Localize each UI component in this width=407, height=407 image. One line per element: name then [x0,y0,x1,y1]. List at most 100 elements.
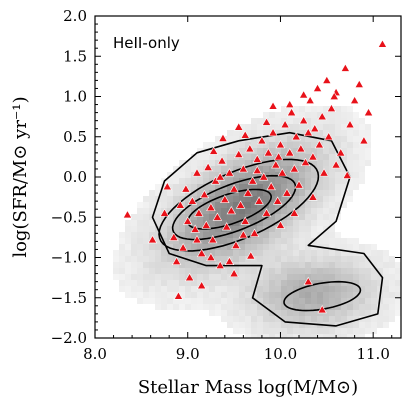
density-cell [287,238,293,244]
density-cell [125,244,131,250]
density-cell [245,130,251,136]
density-cell [233,136,239,142]
density-cell [119,262,125,268]
heii-point [314,139,325,149]
density-cell [341,148,347,154]
heii-point [305,95,315,104]
density-cell [143,238,149,244]
density-cell [245,328,251,334]
density-cell [125,268,131,274]
density-cell [347,148,353,154]
density-cell [323,118,329,124]
density-cell [347,154,353,160]
density-cell [311,226,317,232]
heii-point [312,83,323,92]
density-cell [269,280,275,286]
density-cell [173,274,179,280]
density-cell [323,238,329,244]
density-cell [311,292,317,298]
density-cell [155,232,161,238]
heii-point [303,276,313,286]
density-cell [293,280,299,286]
heii-point [192,234,202,244]
density-cell [143,196,149,202]
density-cell [341,166,347,172]
density-cell [167,304,173,310]
density-cell [377,322,383,328]
density-cell [263,250,269,256]
density-cell [353,298,359,304]
density-cell [227,196,233,202]
density-cell [227,220,233,226]
density-cell [293,244,299,250]
density-cell [341,196,347,202]
density-cell [245,310,251,316]
density-cell [281,220,287,226]
heii-point [254,196,264,205]
density-cell [305,310,311,316]
density-cell [227,316,233,322]
density-cell [185,208,191,214]
density-cell [389,286,395,292]
heii-point [192,168,202,177]
density-cell [173,172,179,178]
density-cell [185,238,191,244]
density-cell [197,298,203,304]
density-cell [197,202,203,208]
density-cell [191,184,197,190]
density-cell [305,148,311,154]
density-cell [257,304,263,310]
density-cell [275,184,281,190]
density-cell [221,148,227,154]
density-cell [155,268,161,274]
density-cell [311,178,317,184]
density-cell [239,322,245,328]
density-cell [227,304,233,310]
density-cell [257,220,263,226]
density-cell [329,232,335,238]
density-cell [335,292,341,298]
y-tick-label: −0.5 [51,208,87,226]
density-cell [113,250,119,256]
density-cell [275,232,281,238]
density-cell [185,190,191,196]
density-cell [275,220,281,226]
density-cell [143,280,149,286]
density-cell [209,292,215,298]
density-cell [347,316,353,322]
density-cell [281,328,287,334]
heii-points [122,39,388,314]
density-cell [293,334,299,338]
density-cell [179,160,185,166]
density-cell [137,238,143,244]
density-cell [131,232,137,238]
density-cell [125,286,131,292]
density-cell [365,136,371,142]
density-cell [233,172,239,178]
density-cell [329,328,335,334]
density-cell [263,268,269,274]
density-cell [257,292,263,298]
density-cell [173,178,179,184]
density-cell [131,238,137,244]
density-cell [329,142,335,148]
density-cell [269,256,275,262]
density-cell [389,256,395,262]
density-cell [263,256,269,262]
density-cell [173,262,179,268]
density-cell [161,280,167,286]
density-cell [227,202,233,208]
density-cell [185,160,191,166]
density-cell [275,190,281,196]
density-cell [119,268,125,274]
density-cell [293,298,299,304]
density-cell [281,166,287,172]
density-cell [275,166,281,172]
density-cell [221,280,227,286]
density-cell [119,250,125,256]
density-cell [143,256,149,262]
density-cell [167,280,173,286]
density-cell [317,154,323,160]
density-cell [275,310,281,316]
density-cell [269,220,275,226]
